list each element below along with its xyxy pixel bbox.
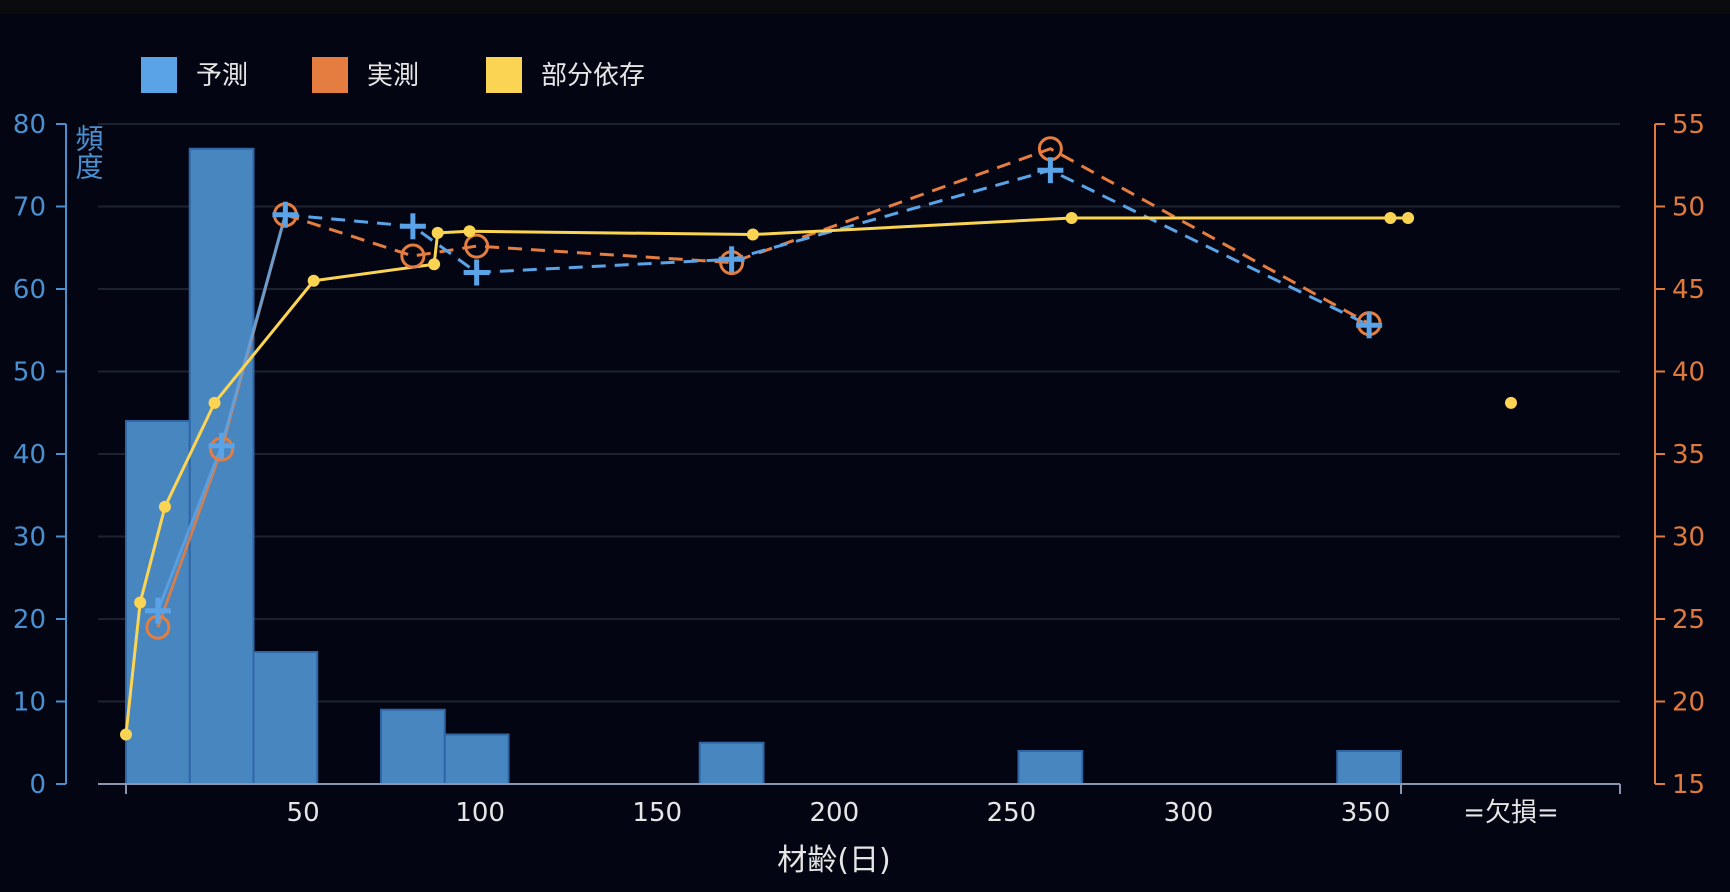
marker-partial-dependence-missing bbox=[1505, 396, 1517, 409]
marker-partial-dependence bbox=[120, 728, 132, 741]
marker-partial-dependence bbox=[1065, 212, 1078, 225]
x-tick-label: 300 bbox=[1164, 798, 1214, 828]
histogram-bars bbox=[125, 147, 1402, 785]
x-tick-label: 350 bbox=[1341, 798, 1391, 828]
x-tick-label-missing: =欠損= bbox=[1463, 798, 1559, 828]
marker-partial-dependence bbox=[134, 596, 147, 609]
series-line bbox=[124, 216, 1409, 735]
y-left-tick-label: 40 bbox=[13, 440, 46, 470]
window-top-bar bbox=[0, 0, 1730, 14]
series-line bbox=[284, 147, 1370, 325]
axes: 0 10 20 30 40 50 60 70 80 15 20 25 30 35 40 45 50 55 50 100… bbox=[13, 110, 1705, 828]
marker-measured bbox=[400, 243, 426, 269]
marker-partial-dependence bbox=[1384, 212, 1397, 225]
x-tick-label: 200 bbox=[810, 798, 860, 828]
series-lines bbox=[120, 136, 1517, 741]
marker-partial-dependence bbox=[428, 258, 441, 271]
legend: 予測 実測 部分依存 bbox=[141, 57, 645, 93]
marker-measured bbox=[464, 233, 490, 259]
marker-partial-dependence bbox=[208, 396, 221, 409]
legend-label: 実測 bbox=[367, 61, 419, 91]
marker-partial-dependence bbox=[746, 228, 759, 241]
y-left-tick-label: 20 bbox=[13, 605, 46, 635]
y-left-tick-label: 80 bbox=[13, 110, 46, 140]
legend-swatch bbox=[312, 57, 348, 93]
x-tick-label: 50 bbox=[287, 798, 320, 828]
x-tick-label: 150 bbox=[632, 798, 682, 828]
marker-partial-dependence bbox=[307, 274, 320, 287]
y-left-tick-label: 0 bbox=[29, 770, 46, 800]
y-right-tick-label: 45 bbox=[1672, 275, 1705, 305]
y-right-tick-label: 55 bbox=[1672, 110, 1705, 140]
y-left-tick-label: 30 bbox=[13, 523, 46, 553]
histogram-bar bbox=[380, 708, 446, 785]
y-right-tick-label: 25 bbox=[1672, 605, 1705, 635]
y-right-tick-label: 30 bbox=[1672, 523, 1705, 553]
gridlines bbox=[98, 123, 1620, 703]
histogram-bar bbox=[698, 741, 765, 785]
legend-label: 予測 bbox=[196, 61, 248, 91]
x-axis-label: 材齢(日) bbox=[777, 843, 890, 878]
legend-swatch bbox=[486, 57, 522, 93]
y-left-tick-label: 70 bbox=[13, 193, 46, 223]
marker-partial-dependence bbox=[463, 225, 476, 238]
legend-swatch bbox=[141, 57, 177, 93]
y-right-tick-label: 50 bbox=[1672, 193, 1705, 223]
y-left-tick-label: 50 bbox=[13, 358, 46, 388]
y-right-tick-label: 15 bbox=[1672, 770, 1705, 800]
histogram-bar bbox=[252, 651, 319, 785]
legend-label: 部分依存 bbox=[541, 61, 645, 91]
x-tick-label: 100 bbox=[455, 798, 505, 828]
y-right-tick-label: 20 bbox=[1672, 688, 1705, 718]
marker-partial-dependence bbox=[158, 500, 171, 513]
histogram-bar bbox=[1336, 750, 1402, 785]
marker-partial-dependence bbox=[1402, 212, 1415, 225]
y-right-tick-label: 40 bbox=[1672, 358, 1705, 388]
histogram-bar bbox=[1017, 750, 1084, 785]
y-axis-left-label: 頻度 bbox=[72, 124, 105, 180]
x-tick-label: 250 bbox=[987, 798, 1037, 828]
y-left-tick-label: 60 bbox=[13, 275, 46, 305]
y-left-tick-label: 10 bbox=[13, 688, 46, 718]
histogram-bar bbox=[443, 733, 510, 785]
histogram-bar bbox=[188, 147, 255, 785]
marker-partial-dependence bbox=[431, 226, 444, 239]
y-right-tick-label: 35 bbox=[1672, 440, 1705, 470]
series-line bbox=[285, 168, 1370, 327]
